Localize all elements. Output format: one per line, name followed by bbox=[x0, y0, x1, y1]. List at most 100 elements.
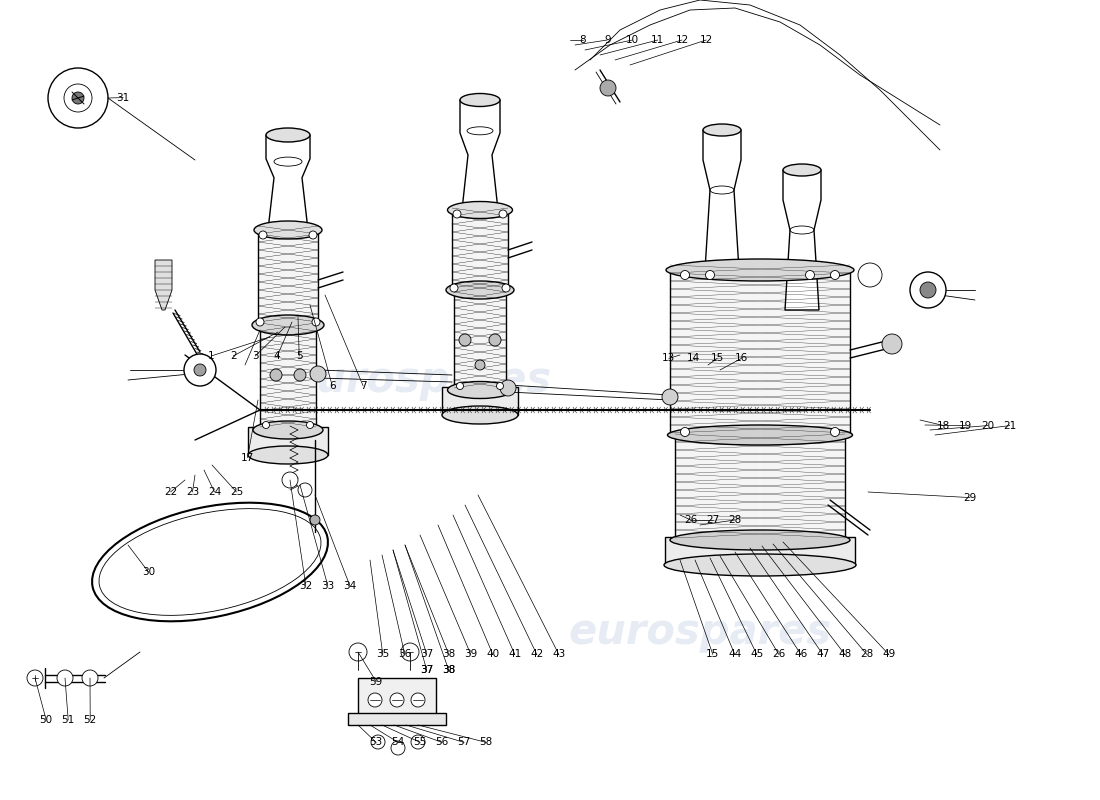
Text: 15: 15 bbox=[711, 354, 724, 363]
Text: 22: 22 bbox=[164, 487, 177, 497]
Text: 7: 7 bbox=[360, 381, 366, 390]
Text: 12: 12 bbox=[675, 35, 689, 45]
Circle shape bbox=[475, 360, 485, 370]
Text: 5: 5 bbox=[296, 351, 303, 361]
Text: 30: 30 bbox=[142, 567, 155, 577]
Circle shape bbox=[830, 427, 839, 437]
Bar bbox=[248, 427, 328, 455]
Text: 44: 44 bbox=[728, 650, 741, 659]
Text: 26: 26 bbox=[772, 650, 785, 659]
Bar bbox=[452, 210, 508, 290]
Circle shape bbox=[263, 422, 270, 429]
Circle shape bbox=[411, 693, 425, 707]
Circle shape bbox=[258, 231, 267, 239]
Text: 19: 19 bbox=[959, 421, 972, 430]
Circle shape bbox=[456, 382, 463, 390]
Ellipse shape bbox=[254, 221, 322, 239]
Text: 37: 37 bbox=[420, 666, 433, 675]
Circle shape bbox=[310, 515, 320, 525]
Text: 17: 17 bbox=[241, 453, 254, 462]
Circle shape bbox=[310, 366, 326, 382]
Ellipse shape bbox=[666, 259, 854, 281]
Text: 37: 37 bbox=[420, 666, 433, 675]
Bar bbox=[675, 435, 845, 540]
Text: 51: 51 bbox=[62, 715, 75, 725]
Circle shape bbox=[882, 334, 902, 354]
Ellipse shape bbox=[446, 281, 514, 299]
Text: 4: 4 bbox=[274, 351, 280, 361]
Ellipse shape bbox=[670, 530, 850, 550]
Text: 31: 31 bbox=[117, 93, 130, 102]
Bar bbox=[348, 713, 446, 725]
Polygon shape bbox=[266, 135, 310, 230]
Circle shape bbox=[600, 80, 616, 96]
Ellipse shape bbox=[664, 554, 856, 576]
Circle shape bbox=[499, 210, 507, 218]
Circle shape bbox=[910, 272, 946, 308]
Text: eurospares: eurospares bbox=[569, 611, 832, 653]
Circle shape bbox=[858, 263, 882, 287]
Text: 46: 46 bbox=[794, 650, 807, 659]
Polygon shape bbox=[460, 100, 500, 210]
Bar bbox=[454, 290, 506, 390]
Text: 33: 33 bbox=[321, 581, 334, 590]
Text: 42: 42 bbox=[530, 650, 543, 659]
Text: 38: 38 bbox=[442, 666, 455, 675]
Text: 49: 49 bbox=[882, 650, 895, 659]
Circle shape bbox=[502, 284, 510, 292]
Ellipse shape bbox=[460, 94, 500, 106]
Circle shape bbox=[298, 483, 312, 497]
Circle shape bbox=[496, 382, 504, 390]
Text: 50: 50 bbox=[40, 715, 53, 725]
Circle shape bbox=[256, 318, 264, 326]
Circle shape bbox=[453, 210, 461, 218]
Ellipse shape bbox=[266, 128, 310, 142]
Text: 53: 53 bbox=[370, 738, 383, 747]
Text: 25: 25 bbox=[230, 487, 243, 497]
Ellipse shape bbox=[448, 382, 513, 398]
Text: 39: 39 bbox=[464, 650, 477, 659]
Text: 40: 40 bbox=[486, 650, 499, 659]
Ellipse shape bbox=[442, 406, 518, 424]
Circle shape bbox=[270, 369, 282, 381]
Text: 14: 14 bbox=[686, 354, 700, 363]
Circle shape bbox=[282, 472, 298, 488]
Bar bbox=[358, 678, 436, 720]
Bar bbox=[260, 325, 316, 430]
Text: 18: 18 bbox=[937, 421, 950, 430]
Ellipse shape bbox=[703, 124, 741, 136]
Text: 55: 55 bbox=[414, 738, 427, 747]
Text: 24: 24 bbox=[208, 487, 221, 497]
Text: 8: 8 bbox=[580, 35, 586, 45]
Text: 36: 36 bbox=[398, 650, 411, 659]
Text: 1: 1 bbox=[208, 351, 214, 361]
Text: 26: 26 bbox=[684, 515, 697, 525]
Ellipse shape bbox=[783, 164, 821, 176]
Text: 59: 59 bbox=[370, 677, 383, 686]
Circle shape bbox=[500, 380, 516, 396]
Circle shape bbox=[390, 693, 404, 707]
Circle shape bbox=[459, 334, 471, 346]
Circle shape bbox=[312, 318, 320, 326]
Bar bbox=[666, 537, 855, 565]
Text: 35: 35 bbox=[376, 650, 389, 659]
Text: 34: 34 bbox=[343, 581, 356, 590]
Circle shape bbox=[371, 735, 385, 749]
Circle shape bbox=[490, 334, 500, 346]
Circle shape bbox=[390, 741, 405, 755]
Text: 2: 2 bbox=[230, 351, 236, 361]
Text: 16: 16 bbox=[735, 354, 748, 363]
Text: 54: 54 bbox=[392, 738, 405, 747]
Bar bbox=[670, 270, 850, 435]
Circle shape bbox=[920, 282, 936, 298]
Text: 13: 13 bbox=[662, 354, 675, 363]
Text: 48: 48 bbox=[838, 650, 851, 659]
Circle shape bbox=[82, 670, 98, 686]
Circle shape bbox=[294, 369, 306, 381]
Circle shape bbox=[48, 68, 108, 128]
Text: 45: 45 bbox=[750, 650, 763, 659]
Text: eurospares: eurospares bbox=[288, 359, 551, 401]
Text: 52: 52 bbox=[84, 715, 97, 725]
Text: 21: 21 bbox=[1003, 421, 1016, 430]
Polygon shape bbox=[155, 260, 172, 310]
